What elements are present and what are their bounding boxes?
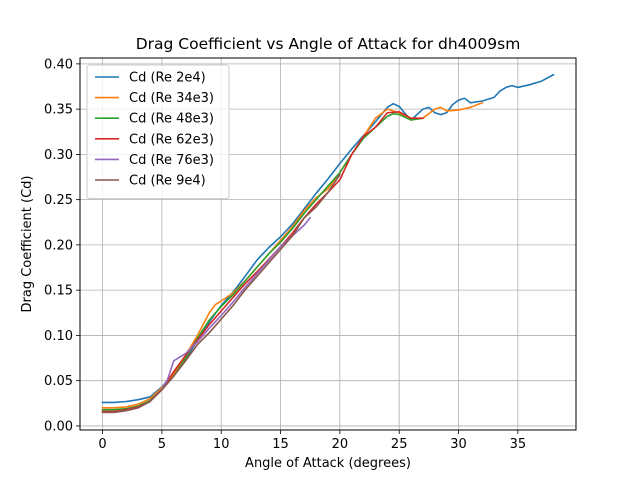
x-tick-label: 5 bbox=[158, 437, 166, 452]
legend-label-3: Cd (Re 62e3) bbox=[129, 132, 214, 147]
y-tick-label: 0.40 bbox=[44, 57, 73, 72]
legend: Cd (Re 2e4) Cd (Re 34e3) Cd (Re 48e3) Cd (R… bbox=[86, 64, 230, 200]
x-tick-label: 10 bbox=[213, 437, 230, 452]
legend-label-2: Cd (Re 48e3) bbox=[129, 112, 214, 127]
legend-label-0: Cd (Re 2e4) bbox=[129, 71, 206, 86]
x-tick-label: 35 bbox=[510, 437, 527, 452]
chart-title: Drag Coefficient vs Angle of Attack for … bbox=[136, 35, 521, 53]
x-tick-label: 15 bbox=[272, 437, 289, 452]
x-tick-label: 0 bbox=[98, 437, 106, 452]
x-axis-label: Angle of Attack (degrees) bbox=[245, 456, 411, 471]
y-tick-label: 0.10 bbox=[44, 329, 73, 344]
plot-frame bbox=[79, 57, 577, 431]
series-line-5 bbox=[101, 173, 341, 414]
legend-box bbox=[86, 64, 230, 200]
x-tick-label: 25 bbox=[391, 437, 408, 452]
legend-label-4: Cd (Re 76e3) bbox=[129, 153, 214, 168]
y-axis-label: Drag Coefficient (Cd) bbox=[20, 175, 35, 312]
legend-label-5: Cd (Re 9e4) bbox=[129, 174, 206, 189]
y-tick-label: 0.15 bbox=[44, 284, 73, 299]
x-tick-label: 20 bbox=[332, 437, 349, 452]
x-tick-label: 30 bbox=[450, 437, 467, 452]
series-lines bbox=[101, 73, 555, 414]
y-tick-label: 0.35 bbox=[44, 103, 73, 118]
y-tick-label: 0.30 bbox=[44, 148, 73, 163]
y-tick-label: 0.05 bbox=[44, 374, 73, 389]
y-tick-label: 0.00 bbox=[44, 419, 73, 434]
y-tick-label: 0.20 bbox=[44, 238, 73, 253]
y-tick-label: 0.25 bbox=[44, 193, 73, 208]
axis-ticks: 0 5 10 15 20 25 30 35 0.00 0.05 0.10 0.15 0.20 0.25 0.… bbox=[44, 57, 526, 452]
legend-label-1: Cd (Re 34e3) bbox=[129, 91, 214, 106]
